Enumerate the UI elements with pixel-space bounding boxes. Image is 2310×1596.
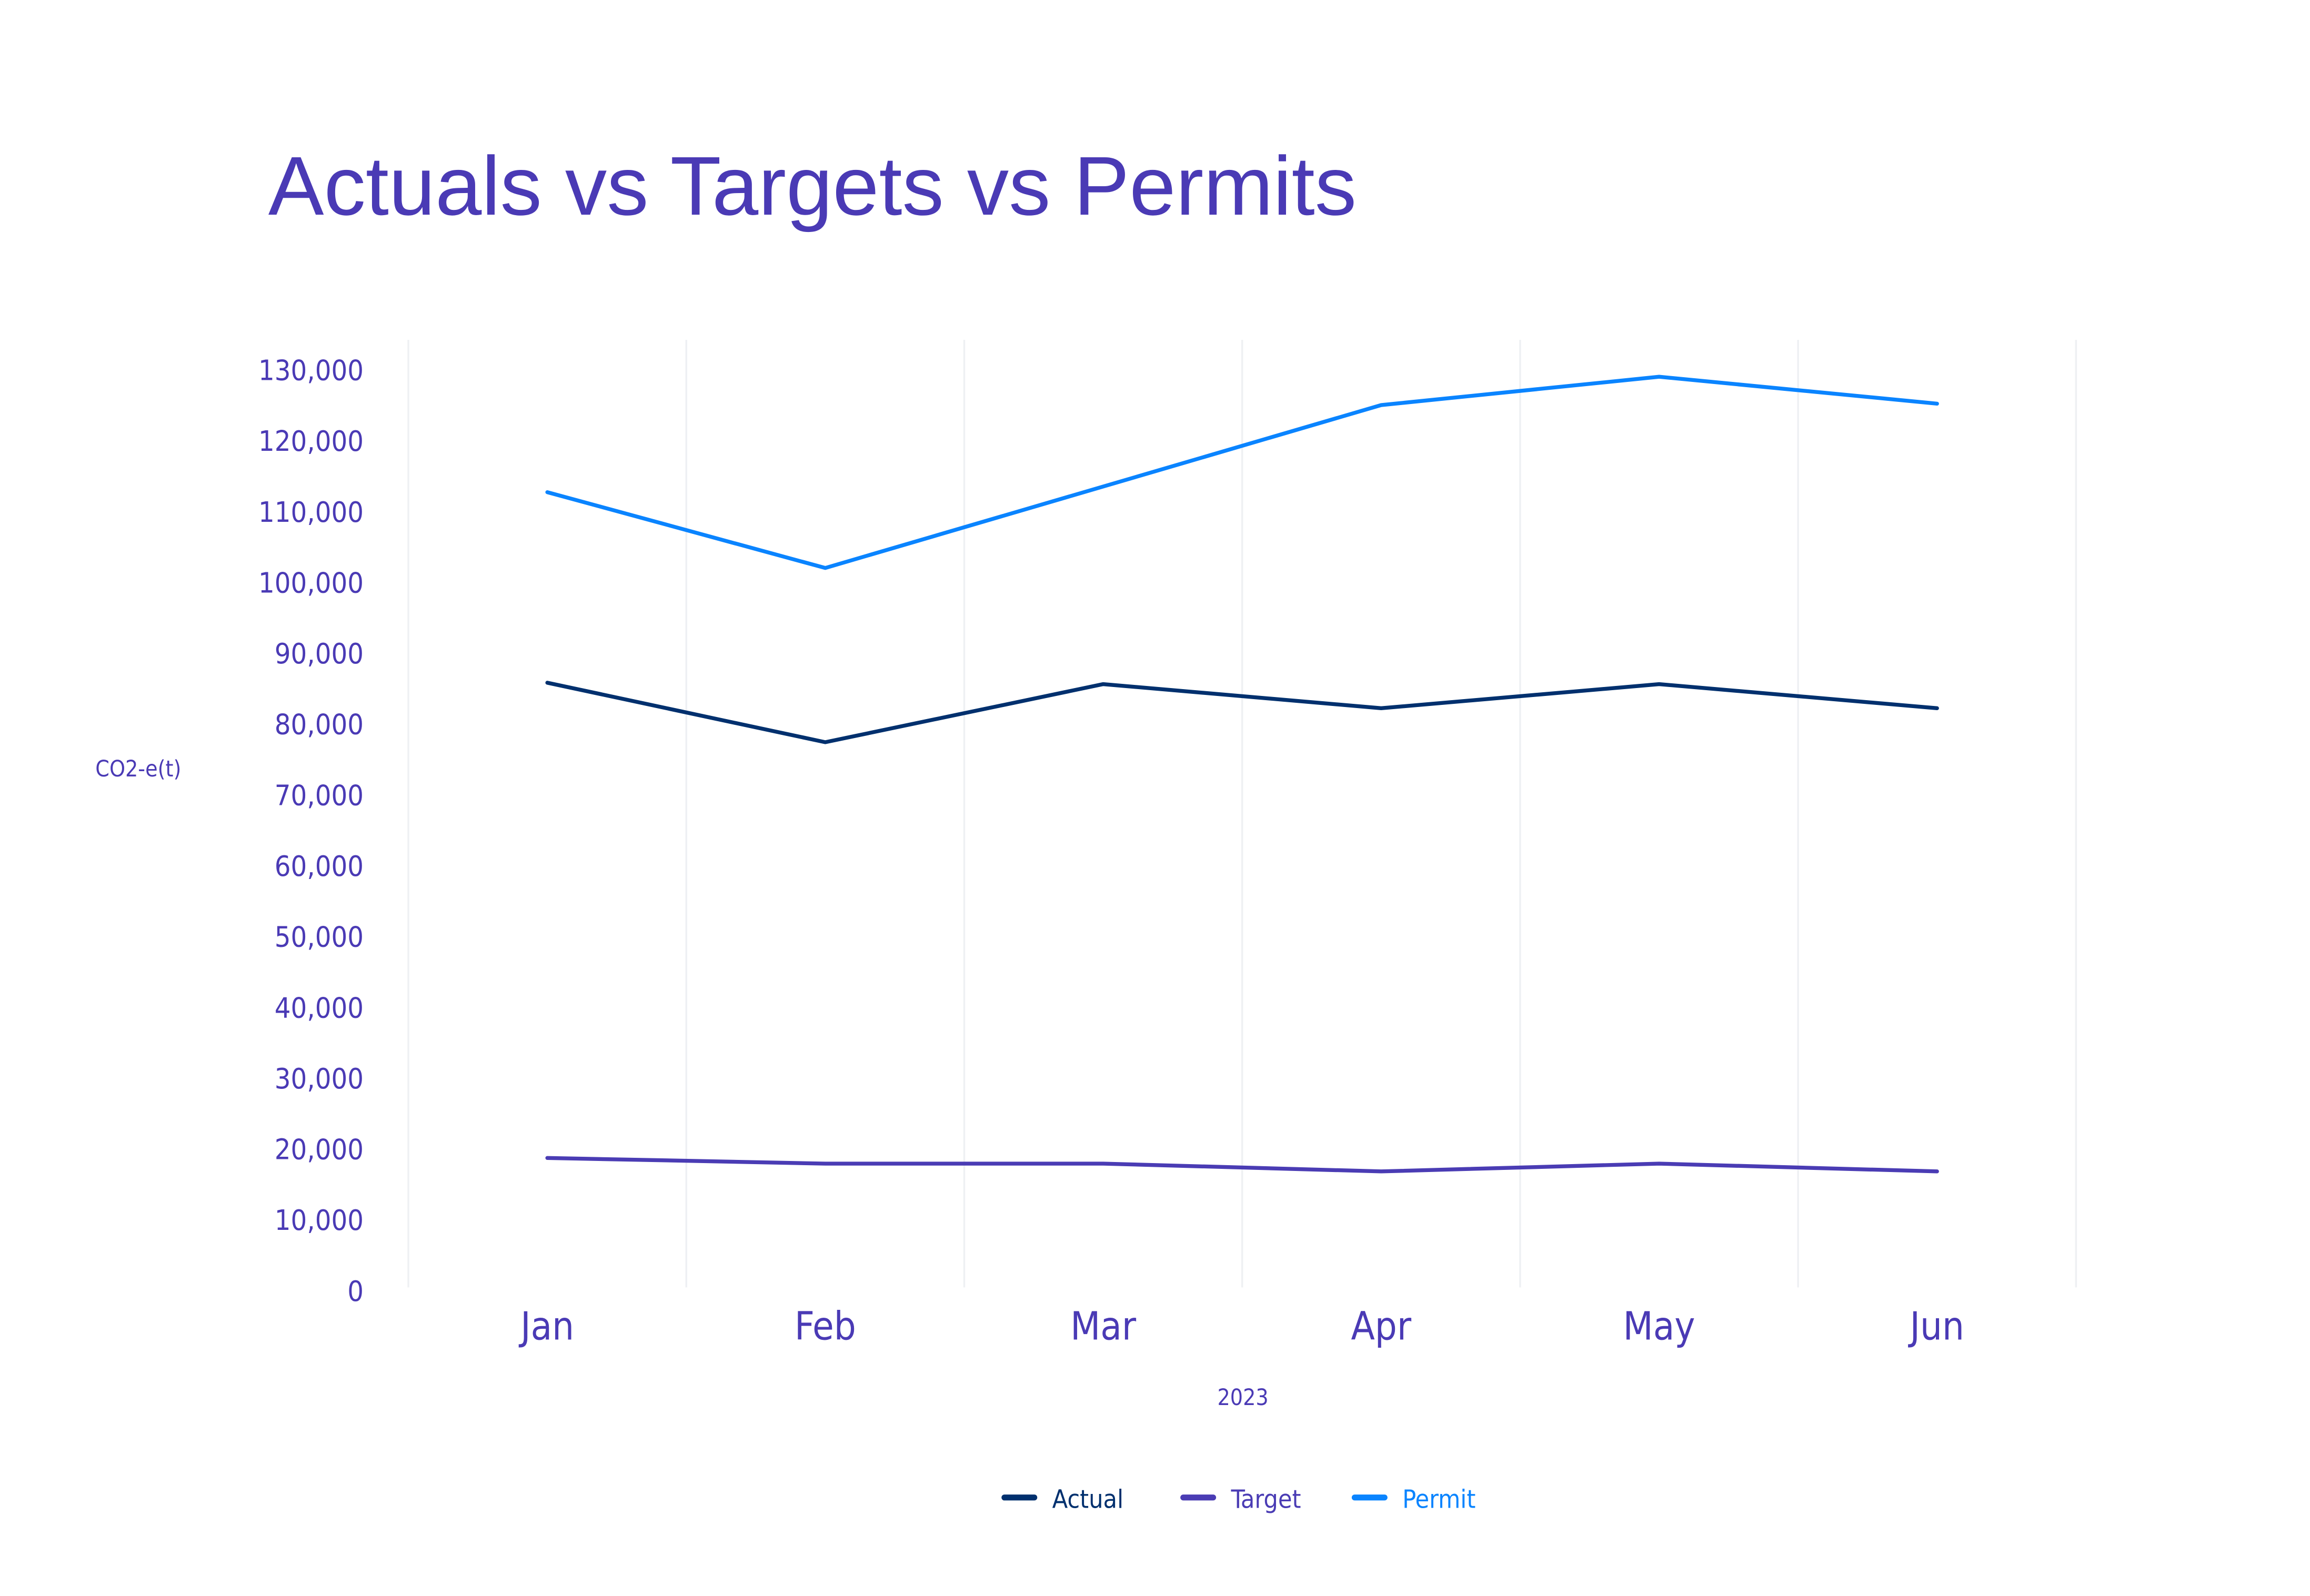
x-tick-label: Jun <box>1907 1305 1964 1349</box>
y-axis-label: CO2-e(t) <box>95 756 181 782</box>
y-tick-label: 110,000 <box>258 496 364 529</box>
legend: Actual Target Permit <box>1001 1485 1475 1514</box>
y-tick-label: 60,000 <box>275 850 364 883</box>
y-tick-label: 100,000 <box>258 566 364 599</box>
y-tick-label: 0 <box>347 1275 364 1308</box>
y-axis: 0 10,000 20,000 30,000 40,000 50,000 60,000 70,… <box>258 354 364 1308</box>
y-tick-label: 10,000 <box>275 1204 364 1237</box>
y-tick-label: 70,000 <box>275 779 364 812</box>
x-tick-label: Feb <box>795 1305 856 1349</box>
x-axis: Jan Feb Mar Apr May Jun <box>518 1305 1964 1349</box>
y-tick-label: 130,000 <box>258 354 364 387</box>
y-tick-label: 30,000 <box>275 1062 364 1095</box>
x-tick-label: Jan <box>518 1305 574 1349</box>
y-tick-label: 20,000 <box>275 1133 364 1166</box>
legend-item-target[interactable]: Target <box>1230 1485 1301 1514</box>
series-line-actual <box>545 681 1939 744</box>
y-tick-label: 50,000 <box>275 921 364 954</box>
series-line-target <box>545 1156 1939 1174</box>
chart-title: Actuals vs Targets vs Permits <box>268 139 1357 233</box>
x-tick-label: Apr <box>1351 1305 1412 1349</box>
legend-item-actual[interactable]: Actual <box>1052 1485 1124 1514</box>
series-line-permit <box>545 375 1939 570</box>
y-tick-label: 80,000 <box>275 708 364 741</box>
series-lines <box>545 375 1939 1174</box>
y-tick-label: 120,000 <box>258 425 364 458</box>
grid <box>407 340 2077 1288</box>
x-tick-label: Mar <box>1070 1305 1137 1349</box>
x-axis-label: 2023 <box>1217 1385 1268 1411</box>
legend-item-permit[interactable]: Permit <box>1402 1485 1475 1514</box>
x-tick-label: May <box>1623 1305 1695 1349</box>
y-tick-label: 40,000 <box>275 991 364 1024</box>
y-tick-label: 90,000 <box>275 637 364 670</box>
